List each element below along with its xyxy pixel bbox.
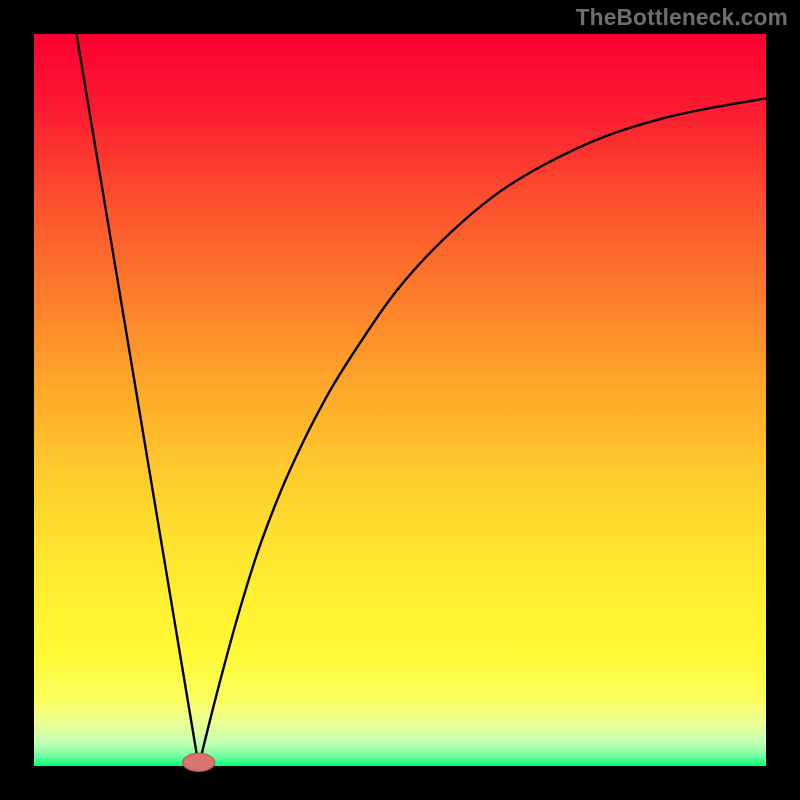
- bottleneck-chart: [0, 0, 800, 800]
- watermark-text: TheBottleneck.com: [576, 4, 788, 31]
- chart-stage: TheBottleneck.com: [0, 0, 800, 800]
- plot-area: [34, 34, 766, 766]
- optimal-point-marker: [183, 753, 215, 771]
